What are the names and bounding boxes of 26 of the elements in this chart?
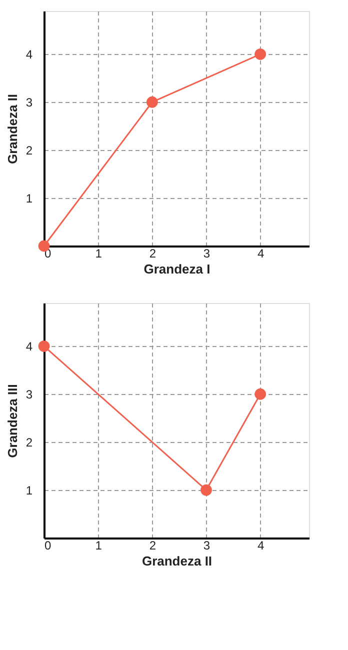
x-tick-label: 1 [95,246,102,260]
y-tick-label: 4 [26,340,33,354]
x-tick-label: 3 [203,246,210,260]
y-tick-label: 1 [26,192,33,206]
x-tick-label: 4 [257,246,264,260]
x-tick-label: 3 [203,538,210,552]
y-tick-label: 3 [26,96,33,110]
x-axis-title: Grandeza I [144,262,210,276]
x-tick-label: 0 [44,538,52,552]
x-axis-title: Grandeza II [142,554,212,568]
point [254,48,266,60]
point [146,96,158,108]
point [254,388,266,400]
point [200,484,212,496]
x-tick-label: 2 [149,538,156,552]
y-tick-label: 4 [26,48,33,62]
y-tick-label: 2 [26,436,33,450]
y-tick-label: 1 [26,484,33,498]
y-axis-title: Grandeza II [4,94,20,164]
point [38,340,50,352]
y-tick-label: 2 [26,144,33,158]
y-axis-title: Grandeza III [4,384,20,458]
x-tick-label: 4 [257,538,264,552]
x-tick-label: 1 [95,538,102,552]
x-tick-label: 2 [149,246,156,260]
y-tick-label: 3 [26,388,33,402]
